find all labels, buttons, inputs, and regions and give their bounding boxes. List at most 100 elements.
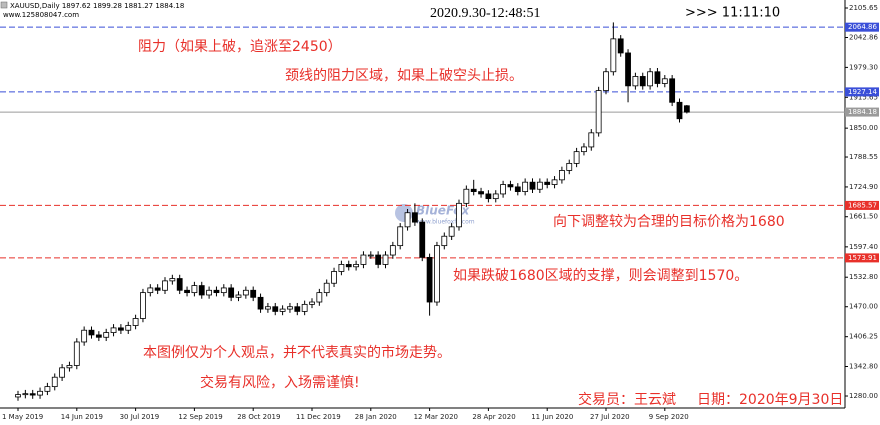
annotation: 颈线的阻力区域，如果上破空头止损。 [285, 68, 523, 84]
candle-body [551, 179, 558, 185]
annotation: 本图例仅为个人观点，并不代表真实的市场走势。 [143, 344, 451, 361]
candle-body [213, 289, 220, 294]
candle-body [507, 184, 514, 188]
candle-body [95, 334, 102, 338]
x-tick-label: 9 Sep 2020 [649, 413, 689, 421]
candle-body [264, 306, 271, 310]
symbol-icon [0, 1, 8, 9]
candle-body [434, 245, 440, 303]
x-tick-label: 28 Apr 2020 [472, 413, 515, 421]
y-tick-label: 1342.80 [849, 363, 878, 371]
candle-body [103, 332, 110, 338]
x-tick-label: 30 Jul 2019 [120, 413, 160, 421]
candle-body [360, 254, 367, 265]
candle-body [125, 325, 132, 331]
candle-body [140, 292, 146, 319]
candle-body [632, 76, 639, 87]
level-label-box [845, 107, 879, 117]
header: XAUUSD,Daily 1897.62 1899.28 1881.27 188… [10, 2, 184, 10]
y-tick-label: 1406.25 [849, 333, 878, 341]
candle-body [118, 327, 124, 331]
candle-body [66, 365, 73, 369]
candle-body [51, 376, 58, 388]
candle-body [206, 289, 213, 296]
candle-body [88, 329, 95, 336]
candle-body [470, 188, 477, 192]
candle-body [404, 212, 411, 228]
annotation: 交易员：王云斌 [578, 391, 676, 408]
candle-body [228, 287, 235, 298]
annotation: 向下调整较为合理的目标价格为1680 [553, 214, 785, 230]
y-tick-label: 1850.00 [849, 124, 878, 132]
x-tick-label: 11 Jun 2020 [531, 413, 573, 421]
candle-body [529, 181, 536, 190]
candle-body [610, 38, 617, 73]
y-tick-label: 1532.80 [849, 273, 878, 281]
annotation: 阻力（如果上破，追涨至2450） [138, 39, 342, 55]
candle-body [669, 78, 676, 103]
candle-body [169, 278, 176, 282]
chart-title: 2020.9.30-12:48:51 [430, 6, 540, 21]
candle-body [617, 38, 624, 54]
level-label: 1927.14 [848, 88, 877, 96]
candle-body [59, 367, 65, 378]
candle-body [639, 76, 646, 87]
candle-body [485, 193, 492, 200]
level-label: 2064.86 [848, 23, 877, 31]
y-tick-label: 1470.00 [849, 303, 878, 311]
candle-body [323, 282, 330, 294]
level-label-box [845, 200, 879, 210]
candle-body [316, 292, 323, 303]
level-label-box [845, 87, 879, 97]
candle-body [110, 327, 117, 333]
candle-body [375, 254, 382, 265]
candle-body [603, 71, 609, 91]
candle-body [353, 264, 360, 268]
x-tick-label: 28 Oct 2019 [237, 413, 280, 421]
candle-body [441, 235, 448, 247]
x-tick-label: 12 Sep 2019 [178, 413, 222, 421]
candle-body [184, 289, 190, 294]
candle-body [382, 254, 389, 265]
candle-body [15, 394, 21, 398]
candle-body [29, 393, 36, 396]
y-tick-label: 1788.55 [849, 153, 878, 161]
candle-body [176, 278, 183, 291]
level-label: 1685.57 [848, 201, 877, 209]
candle-body [676, 101, 683, 120]
candle-body [448, 226, 455, 237]
candle-body [514, 186, 521, 192]
candle-body [367, 254, 374, 257]
candle-body [426, 256, 433, 303]
candle-body [22, 393, 29, 396]
candle-body [588, 132, 595, 148]
candle-body [559, 170, 565, 181]
candle-body [522, 181, 529, 192]
candle-body [338, 264, 345, 272]
candle-body [389, 245, 396, 256]
candle-body [625, 52, 631, 87]
annotation: 日期：2020年9月30日 [697, 392, 843, 408]
x-tick-label: 11 Dec 2019 [296, 413, 341, 421]
candle-body [419, 221, 426, 258]
level-label: 1884.18 [848, 108, 877, 116]
candle-body [566, 162, 573, 171]
x-tick-label: 1 May 2019 [2, 413, 43, 421]
candle-body [191, 285, 198, 294]
candle-body [654, 71, 661, 84]
candle-body [235, 294, 242, 298]
candle-body [132, 318, 139, 326]
candle-body [154, 287, 161, 291]
candle-body [411, 212, 418, 223]
candle-body [331, 271, 337, 284]
candle-body [573, 151, 580, 164]
candle-body [37, 390, 43, 396]
candle-body [345, 264, 352, 268]
candle-body [544, 181, 551, 185]
candle-body [309, 301, 315, 305]
x-tick-label: 27 Jul 2020 [590, 413, 630, 421]
level-label-box [845, 253, 879, 263]
annotation: 如果跌破1680区域的支撑，则会调整到1570。 [453, 268, 748, 284]
site: www.125808047.com [3, 11, 79, 19]
